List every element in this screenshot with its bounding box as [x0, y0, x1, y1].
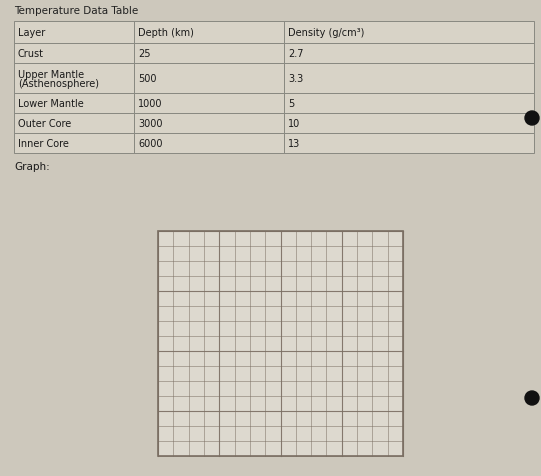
Bar — [284, 134, 534, 154]
Text: (Asthenosphere): (Asthenosphere) — [18, 79, 99, 89]
Bar — [284, 114, 534, 134]
Text: Layer: Layer — [18, 28, 45, 38]
Bar — [14, 114, 134, 134]
Bar — [284, 44, 534, 64]
Text: 5: 5 — [288, 99, 294, 109]
Text: 3.3: 3.3 — [288, 74, 304, 84]
Bar — [134, 44, 284, 64]
Bar — [14, 134, 134, 154]
Bar — [134, 114, 284, 134]
Text: Crust: Crust — [18, 49, 44, 59]
Text: Outer Core: Outer Core — [18, 119, 71, 129]
Bar — [284, 94, 534, 114]
Bar — [134, 64, 284, 94]
Bar — [14, 94, 134, 114]
Bar — [284, 64, 534, 94]
Bar — [134, 134, 284, 154]
Text: 500: 500 — [138, 74, 156, 84]
Text: 25: 25 — [138, 49, 150, 59]
Bar — [134, 22, 284, 44]
Text: Density (g/cm³): Density (g/cm³) — [288, 28, 365, 38]
Text: Upper Mantle: Upper Mantle — [18, 70, 84, 80]
Text: 1000: 1000 — [138, 99, 162, 109]
Bar — [158, 231, 403, 456]
Text: 13: 13 — [288, 139, 300, 149]
Bar — [14, 64, 134, 94]
Text: Depth (km): Depth (km) — [138, 28, 194, 38]
Bar — [284, 22, 534, 44]
Text: Inner Core: Inner Core — [18, 139, 69, 149]
Text: 6000: 6000 — [138, 139, 162, 149]
Text: 3000: 3000 — [138, 119, 162, 129]
Bar — [14, 44, 134, 64]
Circle shape — [525, 391, 539, 405]
Text: 2.7: 2.7 — [288, 49, 304, 59]
Text: 10: 10 — [288, 119, 300, 129]
Text: Graph:: Graph: — [14, 162, 50, 172]
Bar — [14, 22, 134, 44]
Text: Lower Mantle: Lower Mantle — [18, 99, 84, 109]
Circle shape — [525, 112, 539, 126]
Text: Temperature Data Table: Temperature Data Table — [14, 6, 138, 16]
Bar — [158, 231, 403, 456]
Bar — [134, 94, 284, 114]
